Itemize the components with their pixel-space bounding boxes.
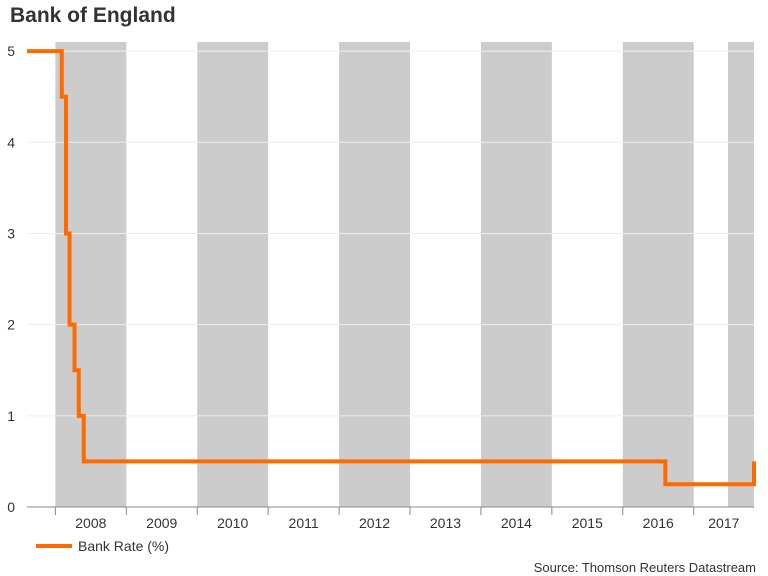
legend-swatch <box>36 544 72 548</box>
x-tick-label: 2016 <box>643 515 674 531</box>
series-line-bank-rate <box>27 49 756 487</box>
shaded-band-2014 <box>480 42 552 507</box>
y-tick-label: 3 <box>7 225 15 241</box>
y-tick-label: 1 <box>7 408 15 424</box>
x-tick-label: 2010 <box>217 515 248 531</box>
x-tick-label: 2017 <box>708 515 739 531</box>
x-tick-label: 2014 <box>501 515 532 531</box>
y-tick-label: 2 <box>7 317 15 333</box>
x-tick-label: 2009 <box>146 515 177 531</box>
x-tick-label: 2012 <box>359 515 390 531</box>
legend-label: Bank Rate (%) <box>78 538 170 554</box>
chart-title: Bank of England <box>10 4 176 27</box>
legend: Bank Rate (%) <box>36 538 169 554</box>
y-tick-label: 4 <box>7 134 15 150</box>
x-tick-label: 2011 <box>289 515 319 531</box>
x-tick-label: 2013 <box>430 515 461 531</box>
shaded-band-end <box>728 42 754 507</box>
series-layer <box>27 49 756 487</box>
x-tick-label: 2015 <box>572 515 603 531</box>
x-axis: 2008 2009 2010 2011 2012 2013 2014 2015 2016 2017 <box>27 506 754 531</box>
y-axis: 0 1 2 3 4 5 <box>7 43 15 515</box>
shaded-band-2010 <box>197 42 269 507</box>
source-note: Source: Thomson Reuters Datastream <box>533 560 756 575</box>
grid-lines <box>27 50 754 417</box>
y-tick-label: 0 <box>7 499 15 515</box>
shaded-bands <box>55 42 754 507</box>
x-tick-label: 2008 <box>75 515 106 531</box>
shaded-band-2016 <box>622 42 694 507</box>
y-tick-label: 5 <box>7 43 15 59</box>
shaded-band-2012 <box>339 42 411 507</box>
